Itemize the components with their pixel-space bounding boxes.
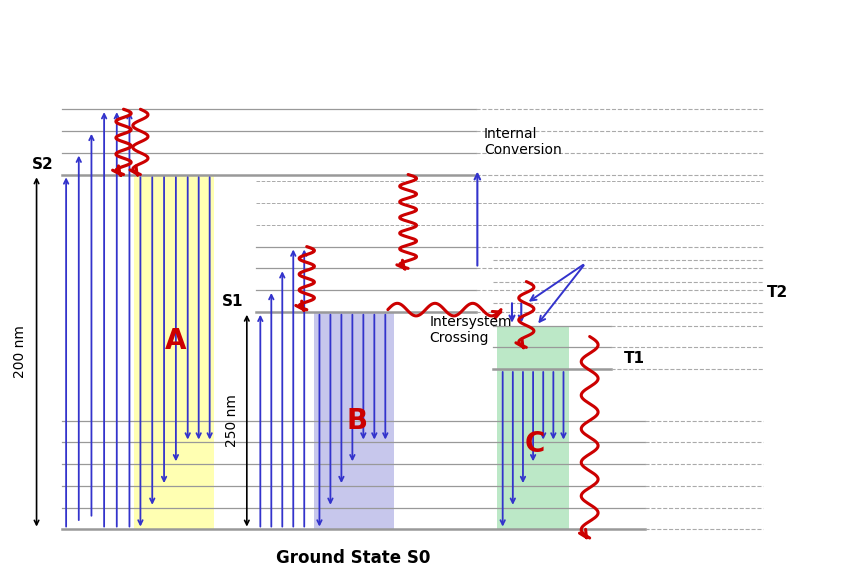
Text: Ground State S0: Ground State S0 [276,549,430,567]
Text: A: A [165,327,187,354]
Text: Intersystem
Crossing: Intersystem Crossing [429,315,512,345]
Text: T2: T2 [767,286,788,301]
Text: S2: S2 [31,157,54,172]
Text: 200 nm: 200 nm [13,325,26,379]
Text: Internal
Conversion: Internal Conversion [484,127,562,157]
Text: 250 nm: 250 nm [225,394,240,447]
Text: T1: T1 [623,351,644,366]
Bar [133,175,214,529]
Bar [496,325,569,529]
Text: B: B [347,407,368,435]
Text: C: C [524,429,545,458]
Bar [314,312,394,529]
Text: S1: S1 [222,294,243,309]
